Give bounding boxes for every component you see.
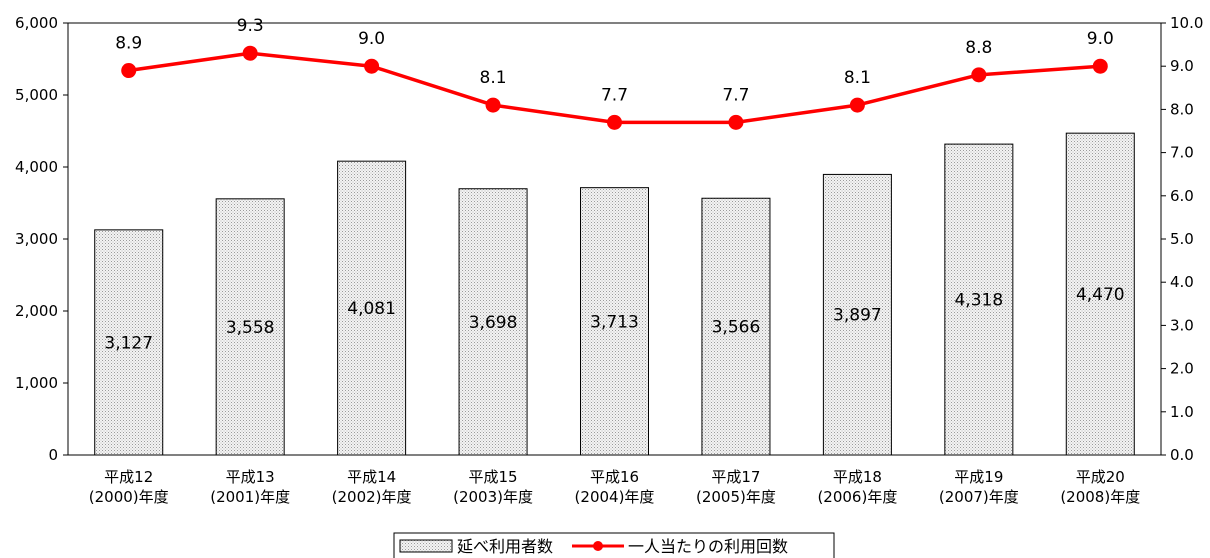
line-value-label: 8.8 [965,38,992,58]
left-axis-tick-label: 0 [48,446,58,464]
bar-value-label: 4,318 [954,291,1003,311]
right-axis-tick-label: 7.0 [1170,144,1194,162]
x-axis-category-year: (2005)年度 [696,488,776,506]
line-point [607,114,622,130]
bar-value-label: 3,897 [833,306,882,326]
x-axis-category-year: (2003)年度 [453,488,533,506]
legend-swatch-bar [399,539,453,553]
bar [944,143,1014,456]
x-axis-category-year: (2002)年度 [332,488,412,506]
left-axis-tick-label: 1,000 [15,374,58,392]
bar-value-label: 3,566 [712,318,761,338]
left-axis-tick-label: 6,000 [15,14,58,32]
x-axis-category-year: (2000)年度 [89,488,169,506]
bar [822,173,892,456]
bar-value-label: 3,558 [226,318,275,338]
right-axis-tick-label: 3.0 [1170,316,1194,334]
x-axis-category-label: 平成20 [1076,468,1125,486]
left-axis-tick-label: 2,000 [15,302,58,320]
right-axis-tick-label: 0.0 [1170,446,1194,464]
line-value-label: 8.1 [844,68,871,88]
x-axis-labels: 平成12 (2000)年度 平成13 (2001)年度 平成14 (2002)年度 平成15… [89,468,1140,506]
line-point [1092,58,1108,74]
bar-series [94,132,1135,456]
right-axis-tick-label: 5.0 [1170,230,1194,248]
x-axis-category-year: (2006)年度 [817,488,897,506]
left-axis-tick-label: 3,000 [15,230,58,248]
line-point [364,58,380,74]
left-y-axis: 0 1,000 2,000 3,000 4,000 5,000 6,000 [15,14,68,464]
line-value-label: 7.7 [722,85,749,105]
line-point [121,63,137,79]
right-axis-tick-label: 1.0 [1170,403,1194,421]
line-series [121,45,1108,130]
left-axis-tick-label: 4,000 [15,158,58,176]
right-axis-tick-label: 8.0 [1170,100,1194,118]
bar-value-label: 3,127 [104,333,153,353]
legend-label-line: 一人当たりの利用回数 [628,537,788,556]
bar [579,187,650,456]
line-point [971,67,987,83]
bar [458,188,528,456]
left-axis-tick-label: 5,000 [15,86,58,104]
right-axis-tick-label: 2.0 [1170,360,1194,378]
line-value-labels: 8.9 9.3 9.0 8.1 7.7 7.7 8.1 8.8 9.0 [115,16,1114,105]
bar-value-label: 3,713 [590,312,639,332]
right-axis-tick-label: 10.0 [1170,14,1203,32]
line-value-label: 8.1 [480,68,507,88]
x-axis-category-year: (2004)年度 [575,488,655,506]
bar-value-label: 4,470 [1076,285,1125,305]
right-axis-tick-label: 9.0 [1170,57,1194,75]
bar [94,229,164,456]
line-point [242,45,258,61]
bar [337,160,407,456]
line-point [728,114,744,130]
x-axis-category-label: 平成14 [347,468,396,486]
bar [701,197,771,456]
x-axis-category-label: 平成16 [590,468,639,486]
right-axis-tick-label: 4.0 [1170,273,1194,291]
legend-label-bar: 延べ利用者数 [457,537,553,556]
x-axis-category-label: 平成13 [226,468,275,486]
bar [215,198,285,456]
line-point [485,97,501,113]
line-value-label: 8.9 [115,34,142,54]
line-point [849,97,865,113]
x-axis-category-label: 平成17 [711,468,760,486]
x-axis-category-label: 平成12 [104,468,153,486]
legend-swatch-marker [593,541,603,551]
bar [1065,132,1135,456]
x-axis-category-year: (2008)年度 [1060,488,1140,506]
x-axis-category-label: 平成19 [954,468,1003,486]
bar-value-label: 4,081 [347,299,396,319]
right-axis-tick-label: 6.0 [1170,187,1194,205]
x-axis-category-label: 平成15 [469,468,518,486]
bar-value-label: 3,698 [469,313,518,333]
right-y-axis: 0.0 1.0 2.0 3.0 4.0 5.0 6.0 7.0 8.0 9.0 10.0 [1161,14,1203,464]
x-axis-category-year: (2007)年度 [939,488,1019,506]
line-value-label: 7.7 [601,85,628,105]
bar-value-labels: 3,127 3,558 4,081 3,698 3,713 3,566 3,897 4,318… [104,285,1124,353]
x-axis-category-label: 平成18 [833,468,882,486]
line-value-label: 9.3 [237,16,264,36]
line-value-label: 9.0 [1087,29,1114,49]
legend: 延べ利用者数 一人当たりの利用回数 [393,532,835,558]
line-value-label: 9.0 [358,29,385,49]
x-axis-category-year: (2001)年度 [210,488,290,506]
